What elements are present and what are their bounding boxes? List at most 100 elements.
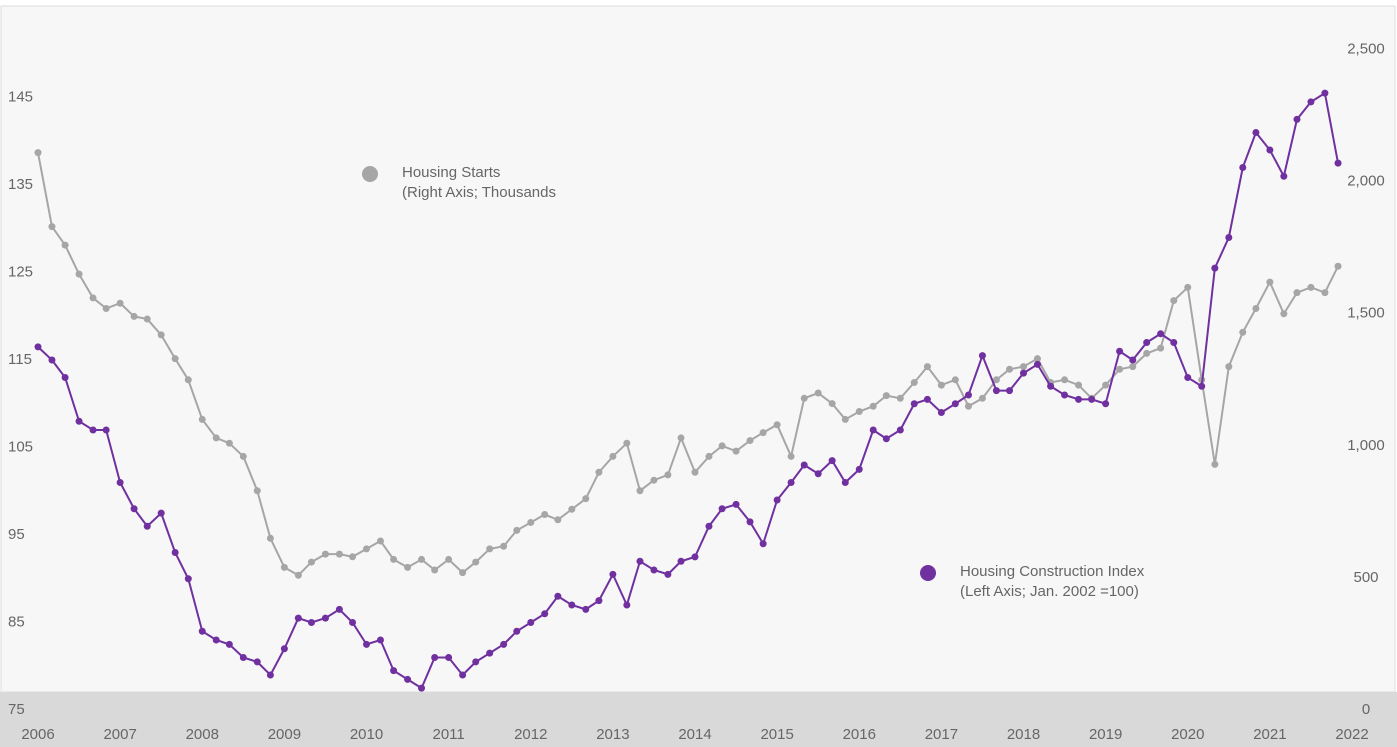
data-point <box>376 636 384 644</box>
data-point <box>116 299 124 307</box>
data-point <box>1006 365 1014 373</box>
data-point <box>910 400 918 408</box>
data-point <box>349 553 357 561</box>
data-point <box>855 465 863 473</box>
data-point <box>1143 339 1151 346</box>
data-point <box>184 376 192 384</box>
data-point <box>923 363 931 371</box>
data-point <box>1088 395 1096 403</box>
data-point <box>404 563 412 571</box>
data-point <box>212 434 220 442</box>
data-point <box>1321 289 1329 297</box>
data-point <box>677 557 685 565</box>
x-tick-label: 2014 <box>678 726 711 743</box>
data-point <box>143 522 151 530</box>
data-point <box>1252 304 1260 312</box>
legend-marker <box>920 565 936 581</box>
data-point <box>486 545 494 553</box>
data-point <box>773 421 781 429</box>
data-point <box>376 537 384 545</box>
data-point <box>472 658 480 666</box>
y-tick-label: 75 <box>8 701 25 718</box>
data-point <box>390 667 398 675</box>
data-point <box>623 601 631 609</box>
data-point <box>102 426 110 434</box>
x-tick-label: 2020 <box>1171 726 1204 743</box>
data-point <box>500 542 508 550</box>
data-point <box>1225 234 1233 241</box>
data-point <box>800 394 808 402</box>
data-point <box>595 468 603 476</box>
y-tick-label: 105 <box>8 438 33 455</box>
data-point <box>746 518 754 526</box>
y2-tick-label: 1,000 <box>1347 437 1385 454</box>
data-point <box>677 434 685 442</box>
data-point <box>89 294 97 302</box>
y2-tick-label: 2,000 <box>1347 173 1385 190</box>
data-point <box>759 429 767 437</box>
x-tick-label: 2007 <box>103 726 136 743</box>
data-point <box>691 553 699 561</box>
data-point <box>1033 355 1041 363</box>
data-point <box>472 558 480 566</box>
data-point <box>937 381 945 389</box>
data-point <box>184 575 192 583</box>
data-point <box>896 394 904 402</box>
data-point <box>705 522 713 530</box>
data-point <box>266 534 274 542</box>
data-point <box>1184 283 1192 291</box>
y-tick-label: 115 <box>8 351 32 368</box>
data-point <box>34 149 42 157</box>
data-point <box>294 614 302 622</box>
data-point <box>978 352 986 360</box>
data-point <box>718 505 726 513</box>
x-tick-label: 2008 <box>186 726 219 743</box>
data-point <box>732 500 740 508</box>
legend-note: (Left Axis; Jan. 2002 =100) <box>960 583 1139 600</box>
data-point <box>964 391 972 399</box>
data-point <box>1266 278 1274 286</box>
data-point <box>307 558 315 566</box>
data-point <box>1307 98 1315 106</box>
data-point <box>253 487 261 495</box>
data-point <box>171 549 179 556</box>
data-point <box>225 439 233 447</box>
data-point <box>1006 387 1014 395</box>
data-point <box>1280 310 1288 318</box>
data-point <box>75 270 83 278</box>
legend-label: Housing Starts <box>402 164 500 181</box>
data-point <box>814 470 822 478</box>
axis-band <box>0 692 1397 747</box>
data-point <box>418 684 426 692</box>
data-point <box>1211 460 1219 468</box>
data-point <box>609 452 617 460</box>
data-point <box>1293 115 1301 123</box>
data-point <box>541 511 549 519</box>
data-point <box>923 395 931 403</box>
x-tick-label: 2009 <box>268 726 301 743</box>
data-point <box>828 457 836 465</box>
data-point <box>1075 381 1083 389</box>
data-point <box>882 435 890 443</box>
data-point <box>431 566 439 574</box>
data-point <box>1129 363 1137 371</box>
data-point <box>1075 395 1083 403</box>
data-point <box>978 394 986 402</box>
data-point <box>964 402 972 410</box>
data-point <box>718 442 726 450</box>
data-point <box>1225 363 1233 371</box>
data-point <box>650 566 658 574</box>
data-point <box>951 400 959 408</box>
data-point <box>307 619 315 626</box>
x-tick-label: 2006 <box>21 726 54 743</box>
data-point <box>1334 159 1342 167</box>
data-point <box>1334 262 1342 270</box>
data-point <box>335 550 343 558</box>
data-point <box>1239 328 1247 336</box>
data-point <box>1184 374 1192 381</box>
data-point <box>691 468 699 476</box>
data-point <box>280 563 288 571</box>
y-tick-label: 95 <box>8 526 25 543</box>
data-point <box>1033 360 1041 368</box>
